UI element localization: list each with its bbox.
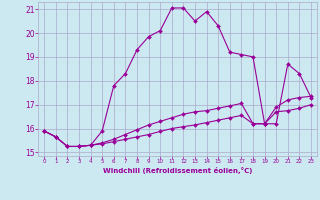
X-axis label: Windchill (Refroidissement éolien,°C): Windchill (Refroidissement éolien,°C): [103, 167, 252, 174]
